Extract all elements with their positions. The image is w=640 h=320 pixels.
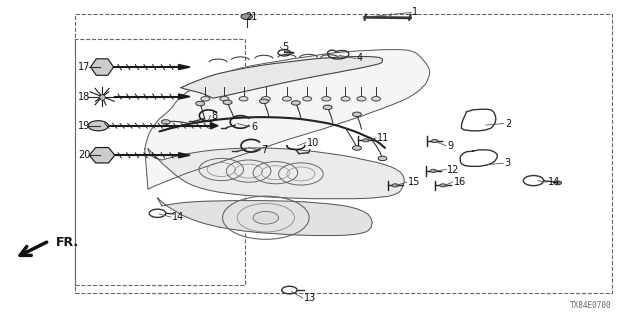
Text: 7: 7 [261, 146, 268, 156]
Circle shape [161, 120, 170, 124]
Circle shape [259, 99, 268, 104]
Circle shape [220, 97, 229, 101]
Circle shape [322, 97, 331, 101]
Circle shape [372, 97, 381, 101]
Polygon shape [90, 148, 115, 163]
Text: 16: 16 [454, 177, 466, 187]
Polygon shape [145, 50, 429, 189]
Circle shape [223, 100, 232, 105]
Text: 14: 14 [172, 212, 184, 222]
Text: 15: 15 [408, 177, 420, 187]
Text: FR.: FR. [56, 236, 79, 249]
Text: 11: 11 [378, 133, 390, 143]
Text: 8: 8 [212, 111, 218, 121]
Polygon shape [148, 148, 404, 199]
Circle shape [291, 101, 300, 105]
Circle shape [353, 146, 362, 150]
Text: 9: 9 [447, 141, 454, 151]
Text: 2: 2 [505, 118, 511, 129]
Polygon shape [181, 57, 383, 98]
Polygon shape [91, 59, 113, 75]
Circle shape [303, 97, 312, 101]
Polygon shape [157, 198, 372, 236]
Circle shape [88, 121, 108, 131]
Circle shape [196, 101, 205, 106]
Text: 14: 14 [548, 177, 561, 187]
Text: 10: 10 [307, 138, 319, 148]
Text: 18: 18 [78, 92, 90, 101]
Circle shape [323, 105, 332, 109]
Circle shape [363, 139, 369, 142]
Text: 19: 19 [78, 121, 90, 131]
Circle shape [440, 184, 446, 187]
Text: 5: 5 [282, 42, 288, 52]
Circle shape [378, 156, 387, 161]
Text: 12: 12 [447, 164, 460, 174]
Circle shape [239, 97, 248, 101]
Circle shape [241, 14, 252, 20]
Circle shape [392, 184, 398, 187]
Circle shape [430, 169, 436, 172]
Text: TX84E0700: TX84E0700 [570, 301, 612, 310]
Circle shape [341, 97, 350, 101]
Circle shape [357, 97, 366, 101]
Text: 17: 17 [78, 62, 90, 72]
Circle shape [261, 97, 270, 101]
Polygon shape [179, 65, 190, 69]
Text: 21: 21 [245, 12, 257, 22]
Text: 3: 3 [505, 158, 511, 168]
Circle shape [431, 140, 438, 142]
Polygon shape [211, 123, 218, 129]
Polygon shape [179, 94, 190, 99]
Text: 4: 4 [357, 53, 363, 63]
Circle shape [554, 181, 561, 185]
Circle shape [201, 97, 210, 101]
Text: 1: 1 [412, 7, 419, 18]
Circle shape [282, 97, 291, 101]
Text: 13: 13 [304, 293, 316, 303]
Text: 20: 20 [78, 150, 90, 160]
Text: 6: 6 [251, 122, 257, 132]
Circle shape [253, 212, 278, 224]
Circle shape [353, 112, 362, 116]
Polygon shape [179, 153, 190, 158]
